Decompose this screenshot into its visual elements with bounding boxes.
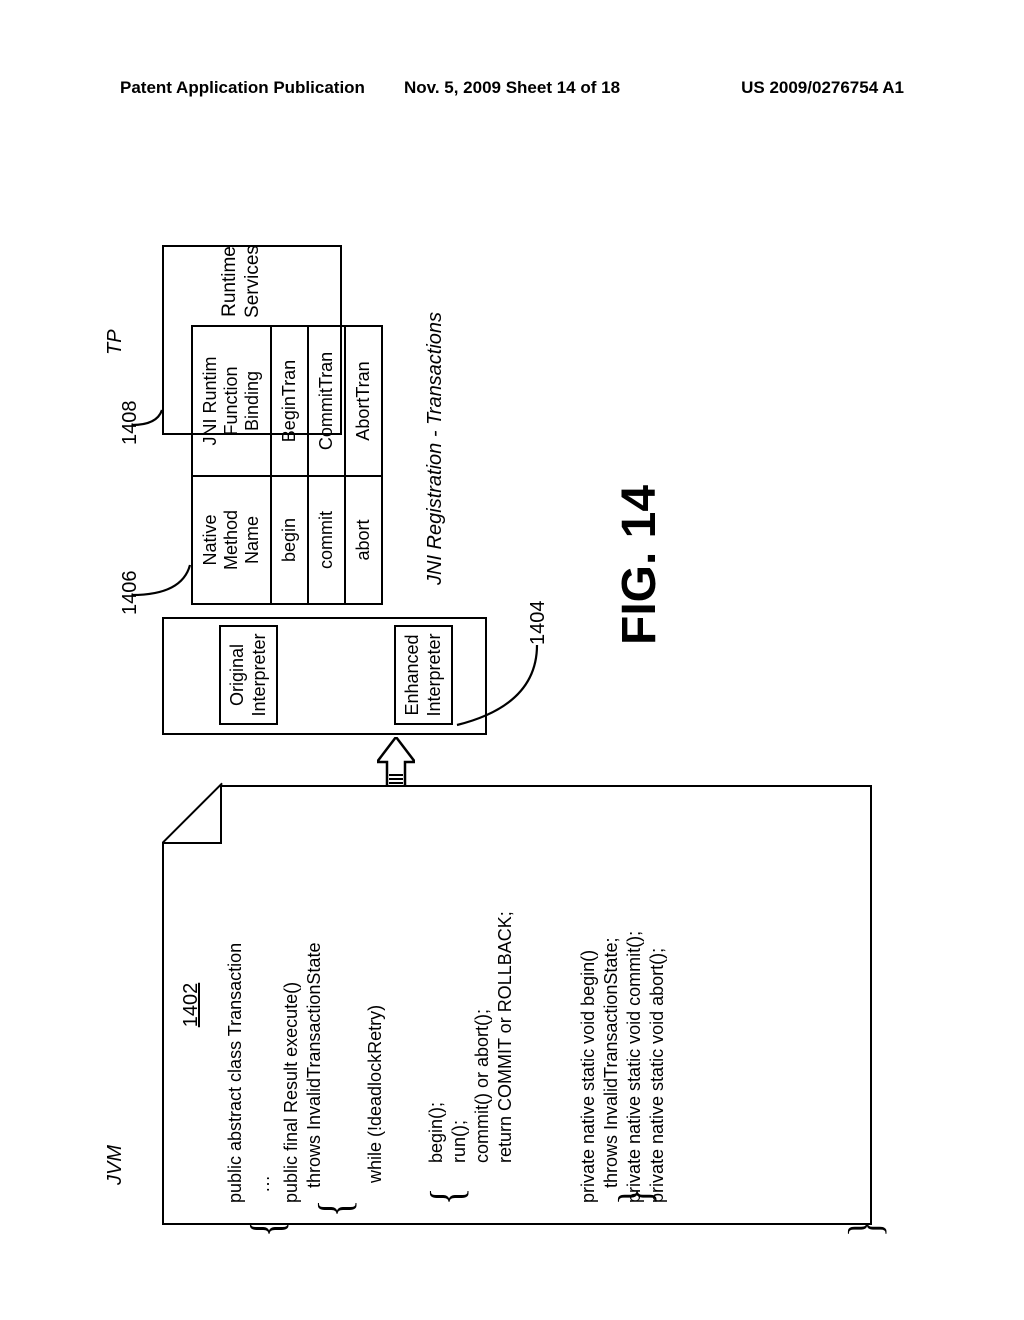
page-fold-icon	[162, 785, 222, 845]
code-line: while (!deadlockRetry)	[364, 797, 387, 1203]
jni-table: Native Method Name JNI Runtim Function B…	[191, 325, 383, 605]
code-line: return COMMIT or ROLLBACK;	[494, 797, 517, 1203]
jvm-label: JVM	[104, 1145, 127, 1185]
code-listing: public abstract class Transaction … publ…	[224, 797, 669, 1203]
brace-icon: }	[608, 1188, 663, 1205]
table-cell: CommitTran	[308, 326, 345, 476]
table-cell: AbortTran	[345, 326, 382, 476]
code-line: commit() or abort();	[471, 797, 494, 1203]
jni-caption: JNI Registration - Transactions	[424, 312, 447, 585]
brace-icon: {	[240, 1220, 295, 1237]
header-center: Nov. 5, 2009 Sheet 14 of 18	[404, 78, 620, 98]
table-cell: BeginTran	[271, 326, 308, 476]
code-sheet: 1402 public abstract class Transaction ……	[162, 785, 872, 1225]
ref-1406: 1406	[119, 571, 142, 616]
code-line: public abstract class Transaction	[224, 797, 247, 1203]
ref-1404: 1404	[527, 601, 550, 646]
code-line: private native static void begin()	[577, 797, 600, 1203]
brace-icon: {	[308, 1200, 363, 1217]
ellipsis: …	[252, 797, 275, 1193]
code-line: throws InvalidTransactionState	[303, 797, 326, 1203]
table-header: JNI Runtim Function Binding	[192, 326, 271, 476]
table-cell: begin	[271, 476, 308, 604]
tp-label: TP	[104, 329, 127, 355]
jvm-box: Original Interpreter Enhanced Interprete…	[162, 617, 487, 735]
figure-14: 1402 public abstract class Transaction ……	[132, 245, 892, 1225]
code-line: run();	[448, 797, 471, 1203]
table-cell: commit	[308, 476, 345, 604]
code-line: public final Result execute()	[280, 797, 303, 1203]
header-right: US 2009/0276754 A1	[741, 78, 904, 98]
table-header: Native Method Name	[192, 476, 271, 604]
runtime-services-label: Runtime Services	[219, 244, 265, 319]
code-line: private native static void abort();	[646, 797, 669, 1203]
brace-icon: {	[420, 1188, 475, 1205]
code-line: private native static void commit();	[623, 797, 646, 1203]
enhanced-interpreter: Enhanced Interpreter	[394, 625, 453, 725]
figure-title: FIG. 14	[612, 485, 667, 645]
ref-1408: 1408	[119, 401, 142, 446]
header-left: Patent Application Publication	[120, 78, 365, 98]
code-line: throws InvalidTransactionState;	[600, 797, 623, 1203]
brace-icon: }	[838, 1220, 893, 1237]
original-interpreter: Original Interpreter	[219, 625, 278, 725]
ref-1402: 1402	[180, 983, 203, 1028]
code-line: begin();	[425, 797, 448, 1203]
table-cell: abort	[345, 476, 382, 604]
arrow-icon	[377, 737, 415, 787]
